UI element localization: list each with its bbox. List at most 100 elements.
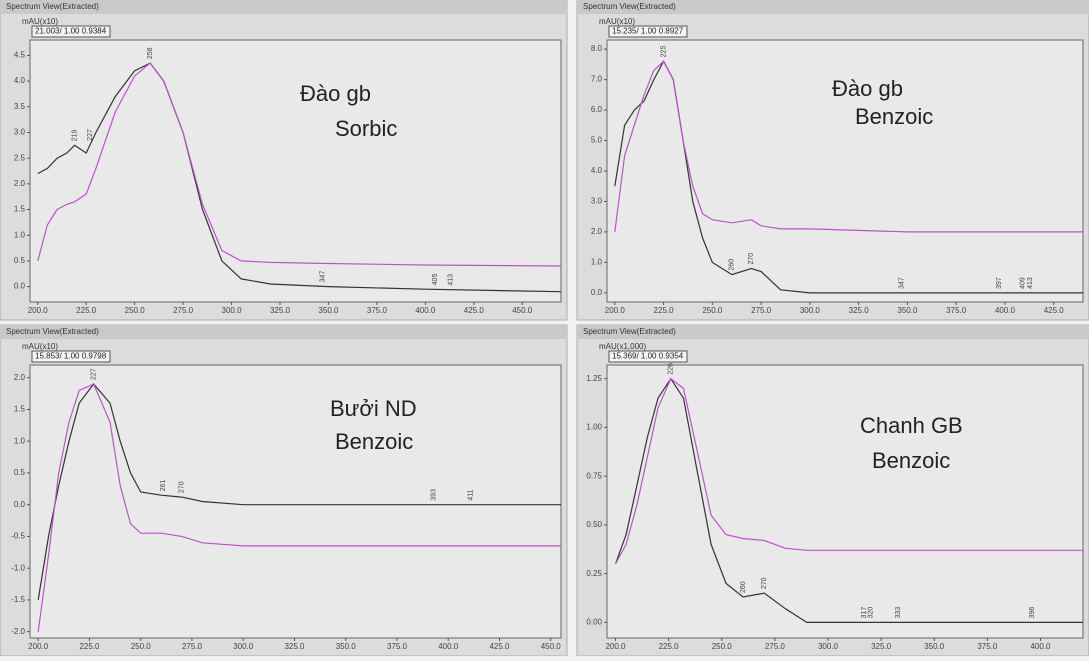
peak-label: 393	[431, 489, 438, 501]
y-tick-label: 0.5	[14, 256, 26, 265]
y-tick-label: -1.5	[11, 595, 25, 604]
peak-label: 347	[319, 271, 326, 283]
x-tick-label: 300.0	[222, 306, 243, 315]
x-tick-label: 275.0	[751, 306, 772, 315]
peak-label: 347	[898, 277, 905, 289]
x-tick-label: 225.0	[659, 642, 680, 651]
y-tick-label: -2.0	[11, 627, 25, 636]
x-tick-label: 400.0	[438, 642, 459, 651]
panel-title: Spectrum View(Extracted)	[6, 327, 99, 336]
y-tick-label: 0.50	[586, 520, 602, 529]
x-tick-label: 375.0	[946, 306, 967, 315]
y-tick-label: 0.00	[586, 618, 602, 627]
y-tick-label: 3.0	[591, 197, 603, 206]
y-tick-label: 1.25	[586, 374, 602, 383]
y-tick-label: 0.25	[586, 569, 602, 578]
peak-label: 261	[160, 480, 167, 492]
peak-label: 397	[996, 277, 1003, 289]
x-tick-label: 400.0	[415, 306, 436, 315]
panel-title: Spectrum View(Extracted)	[583, 327, 676, 336]
y-tick-label: 1.00	[586, 423, 602, 432]
peak-label: 409	[1019, 277, 1026, 289]
x-tick-label: 375.0	[367, 306, 388, 315]
y-tick-label: 2.0	[14, 179, 26, 188]
peak-label: 270	[748, 253, 755, 265]
annotation: Bưởi ND	[330, 396, 417, 421]
x-tick-label: 350.0	[897, 306, 918, 315]
y-axis-label: mAU(x1,000)	[599, 342, 646, 351]
peak-label: 260	[740, 581, 747, 593]
panel-title: Spectrum View(Extracted)	[583, 2, 676, 11]
peak-label: 413	[1027, 277, 1034, 289]
peak-label: 411	[468, 489, 475, 500]
x-tick-label: 225.0	[79, 642, 100, 651]
y-tick-label: -0.5	[11, 532, 25, 541]
annotation: Benzoic	[872, 448, 950, 473]
peak-label: 226	[668, 363, 675, 375]
y-tick-label: 0.5	[14, 468, 26, 477]
y-tick-label: 8.0	[591, 44, 603, 53]
x-tick-label: 425.0	[1044, 306, 1065, 315]
x-tick-label: 350.0	[924, 642, 945, 651]
peak-label: 225	[660, 46, 667, 58]
x-tick-label: 200.0	[605, 642, 626, 651]
y-axis-label: mAU(x10)	[599, 17, 635, 26]
x-tick-label: 225.0	[76, 306, 97, 315]
x-tick-label: 350.0	[336, 642, 357, 651]
x-tick-label: 200.0	[605, 306, 626, 315]
y-axis-label: mAU(x10)	[22, 17, 58, 26]
y-tick-label: 1.5	[14, 405, 26, 414]
x-tick-label: 425.0	[464, 306, 485, 315]
header-text: 15.369/ 1.00 0.9354	[612, 352, 684, 361]
y-tick-label: 4.5	[14, 51, 26, 60]
y-tick-label: 2.5	[14, 153, 26, 162]
header-text: 21.003/ 1.00 0.9384	[35, 27, 107, 36]
y-tick-label: 1.0	[14, 230, 26, 239]
y-tick-label: 0.0	[14, 282, 26, 291]
y-tick-label: 6.0	[591, 105, 603, 114]
annotation: Benzoic	[855, 104, 933, 129]
x-tick-label: 375.0	[977, 642, 998, 651]
y-axis-label: mAU(x10)	[22, 342, 58, 351]
annotation: Chanh GB	[860, 413, 963, 438]
x-tick-label: 325.0	[284, 642, 305, 651]
y-tick-label: 2.0	[591, 227, 603, 236]
y-tick-label: 4.0	[14, 76, 26, 85]
x-tick-label: 200.0	[28, 306, 49, 315]
y-tick-label: 1.0	[591, 258, 603, 267]
annotation: Benzoic	[335, 429, 413, 454]
y-tick-label: 2.0	[14, 373, 26, 382]
x-tick-label: 275.0	[173, 306, 194, 315]
x-tick-label: 250.0	[702, 306, 723, 315]
header-text: 15.235/ 1.00 0.8927	[612, 27, 684, 36]
screenshot: Spectrum View(Extracted)mAU(x10)21.003/ …	[0, 0, 1089, 656]
y-tick-label: 0.0	[591, 288, 603, 297]
peak-label: 227	[87, 129, 94, 141]
y-tick-label: 0.0	[14, 500, 26, 509]
peak-label: 396	[1029, 607, 1036, 619]
peak-label: 219	[71, 130, 78, 142]
annotation: Đào gb	[300, 81, 371, 106]
y-tick-label: 1.5	[14, 205, 26, 214]
annotation: Sorbic	[335, 116, 397, 141]
panel-title: Spectrum View(Extracted)	[6, 2, 99, 11]
y-tick-label: 3.0	[14, 128, 26, 137]
x-tick-label: 400.0	[995, 306, 1016, 315]
annotation: Đào gb	[832, 76, 903, 101]
y-tick-label: 0.75	[586, 471, 602, 480]
peak-label: 227	[90, 368, 97, 380]
peak-label: 413	[447, 274, 454, 286]
peak-label: 270	[179, 481, 186, 493]
peak-label: 270	[761, 577, 768, 589]
peak-label: 333	[895, 607, 902, 619]
plot-area	[30, 365, 561, 638]
y-tick-label: -1.0	[11, 563, 25, 572]
x-tick-label: 300.0	[818, 642, 839, 651]
x-tick-label: 350.0	[318, 306, 339, 315]
plot-area	[607, 365, 1083, 638]
header-text: 15.853/ 1.00 0.9798	[35, 352, 107, 361]
x-tick-label: 375.0	[387, 642, 408, 651]
y-tick-label: 5.0	[591, 136, 603, 145]
y-tick-label: 3.5	[14, 102, 26, 111]
peak-label: 320	[867, 607, 874, 619]
